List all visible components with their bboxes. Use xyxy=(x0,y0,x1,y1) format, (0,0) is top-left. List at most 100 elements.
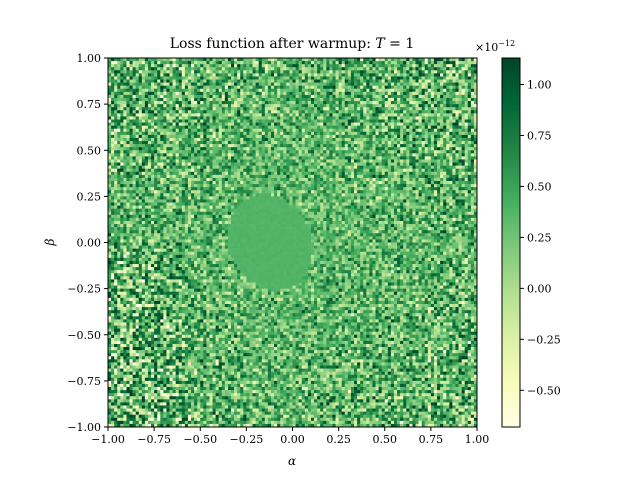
heatmap-cell xyxy=(375,147,379,151)
heatmap-cell xyxy=(363,70,367,74)
heatmap-cell xyxy=(184,156,189,160)
heatmap-cell xyxy=(126,162,130,166)
heatmap-cell xyxy=(464,141,469,145)
heatmap-cell xyxy=(243,101,247,105)
heatmap-cell xyxy=(129,110,133,114)
heatmap-cell xyxy=(203,150,207,154)
heatmap-cell xyxy=(332,113,336,117)
heatmap-cell xyxy=(440,131,444,136)
heatmap-cell xyxy=(433,122,438,126)
heatmap-cell xyxy=(252,119,256,123)
heatmap-cell xyxy=(378,159,382,163)
heatmap-cell xyxy=(212,156,216,160)
heatmap-cell xyxy=(270,177,275,182)
heatmap-cell xyxy=(314,101,318,105)
heatmap-cell xyxy=(231,147,235,151)
heatmap-cell xyxy=(440,113,444,117)
heatmap-cell xyxy=(267,162,272,166)
heatmap-cell xyxy=(449,64,453,68)
heatmap-cell xyxy=(415,76,419,80)
heatmap-cell xyxy=(240,88,244,93)
heatmap-cell xyxy=(280,113,284,117)
heatmap-cell xyxy=(135,153,140,157)
heatmap-cell xyxy=(270,94,275,99)
heatmap-cell xyxy=(141,79,146,83)
heatmap-cell xyxy=(415,156,419,160)
heatmap-cell xyxy=(455,131,459,136)
heatmap-cell xyxy=(406,101,410,105)
heatmap-cell xyxy=(258,162,263,166)
heatmap-cell xyxy=(255,104,259,108)
heatmap-cell xyxy=(255,184,259,188)
heatmap-cell xyxy=(221,147,226,151)
heatmap-cell xyxy=(301,137,306,142)
heatmap-cell xyxy=(261,153,266,157)
heatmap-cell xyxy=(470,76,475,80)
heatmap-cell xyxy=(212,94,216,99)
heatmap-cell xyxy=(397,165,401,170)
heatmap-cell xyxy=(274,119,278,123)
heatmap-cell xyxy=(191,134,195,139)
heatmap-cell xyxy=(458,58,462,62)
heatmap-cell xyxy=(443,147,447,151)
heatmap-cell xyxy=(307,153,312,157)
heatmap-cell xyxy=(347,162,352,166)
heatmap-cell xyxy=(218,137,223,142)
heatmap-cell xyxy=(387,64,392,68)
heatmap-cell xyxy=(270,137,275,142)
heatmap-cell xyxy=(369,82,373,86)
heatmap-cell xyxy=(473,97,477,102)
heatmap-cell xyxy=(200,177,204,182)
heatmap-cell xyxy=(120,147,124,151)
heatmap-cell xyxy=(323,107,327,111)
heatmap-cell xyxy=(338,137,343,142)
heatmap-cell xyxy=(138,76,143,80)
heatmap-cell xyxy=(234,85,238,90)
heatmap-cell xyxy=(231,181,235,185)
heatmap-cell xyxy=(390,125,395,130)
heatmap-cell xyxy=(375,101,379,105)
heatmap-cell xyxy=(194,162,198,166)
heatmap-cell xyxy=(154,168,158,173)
heatmap-cell xyxy=(326,61,330,65)
heatmap-cell xyxy=(467,64,472,68)
heatmap-cell xyxy=(264,153,269,157)
heatmap-cell xyxy=(286,131,290,136)
heatmap-cell xyxy=(258,116,263,120)
heatmap-cell xyxy=(458,110,462,114)
heatmap-cell xyxy=(194,119,198,123)
heatmap-cell xyxy=(384,147,389,151)
heatmap-cell xyxy=(375,171,379,176)
heatmap-cell xyxy=(240,97,244,102)
heatmap-cell xyxy=(301,122,306,126)
heatmap-cell xyxy=(151,91,155,96)
heatmap-cell xyxy=(406,128,410,133)
heatmap-cell xyxy=(310,144,315,148)
heatmap-cell xyxy=(341,137,346,142)
heatmap-cell xyxy=(409,171,413,176)
heatmap-cell xyxy=(277,156,281,160)
heatmap-cell xyxy=(298,58,303,62)
heatmap-cell xyxy=(301,147,306,151)
heatmap-cell xyxy=(209,113,213,117)
heatmap-cell xyxy=(335,119,339,123)
heatmap-cell xyxy=(326,137,330,142)
heatmap-cell xyxy=(144,58,149,62)
heatmap-cell xyxy=(369,58,373,62)
heatmap-cell xyxy=(412,67,416,71)
heatmap-cell xyxy=(157,76,161,80)
heatmap-cell xyxy=(363,156,367,160)
heatmap-cell xyxy=(258,131,263,136)
heatmap-cell xyxy=(191,94,195,99)
heatmap-cell xyxy=(440,128,444,133)
heatmap-cell xyxy=(123,70,127,74)
heatmap-cell xyxy=(175,76,180,80)
heatmap-cell xyxy=(218,97,223,102)
heatmap-cell xyxy=(335,76,339,80)
heatmap-cell xyxy=(191,76,195,80)
heatmap-cell xyxy=(264,64,269,68)
heatmap-cell xyxy=(227,101,232,105)
heatmap-cell xyxy=(178,82,183,86)
heatmap-cell xyxy=(209,79,213,83)
heatmap-cell xyxy=(215,150,220,154)
